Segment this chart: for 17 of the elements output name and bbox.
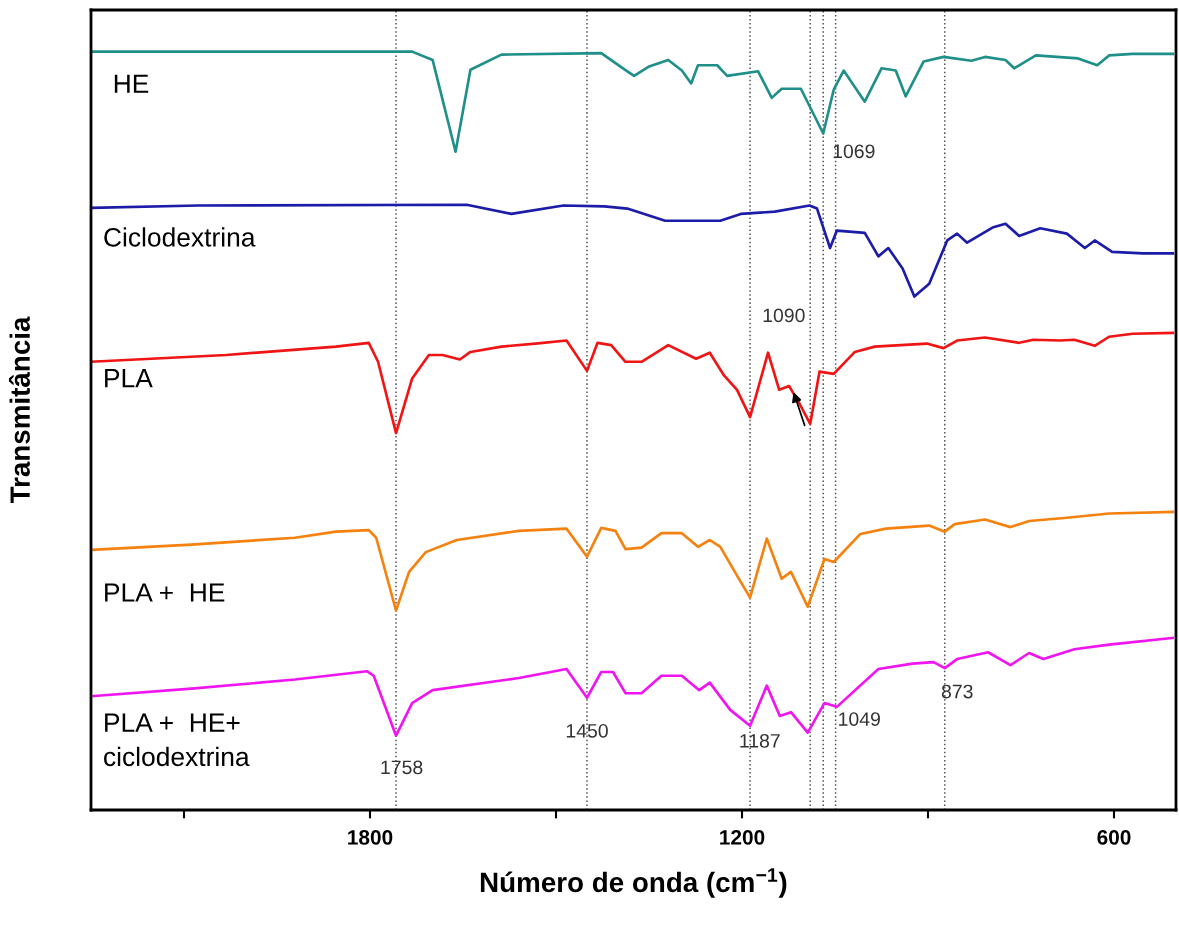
annotation: 1450 — [566, 723, 608, 738]
series-label: Ciclodextrina — [104, 227, 256, 247]
x-tick-label: 1200 — [720, 829, 765, 845]
annotation: 1069 — [833, 144, 875, 159]
annotation: 873 — [941, 684, 973, 699]
annotation: 1187 — [740, 733, 780, 748]
y-axis-title: Transmitância — [8, 316, 30, 504]
x-axis-title: Número de onda (cm$^{−1}$) — [480, 868, 787, 898]
series-label: PLA + HE — [105, 583, 225, 602]
annotation: 1049 — [839, 712, 880, 726]
series-label: HE — [114, 74, 149, 93]
x-tick-label: 1800 — [348, 829, 393, 845]
x-tick-label: 600 — [1097, 829, 1131, 845]
annotation: 1090 — [763, 308, 805, 323]
series-label: PLA + HE+ ciclodextrina — [104, 713, 250, 767]
series-label: PLA — [105, 369, 153, 388]
annotation: 1758 — [381, 760, 423, 775]
